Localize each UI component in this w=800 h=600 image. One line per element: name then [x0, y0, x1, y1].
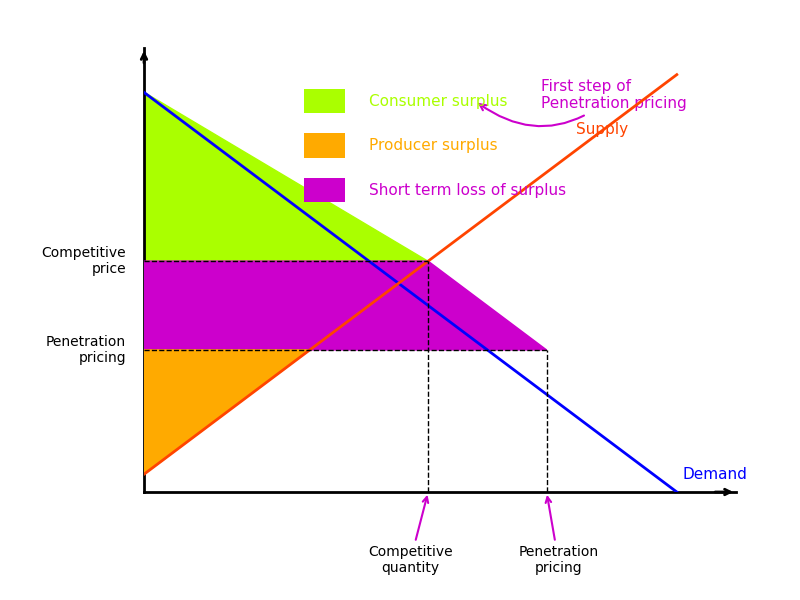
Text: Producer surplus: Producer surplus [369, 138, 498, 153]
Text: Demand: Demand [682, 467, 747, 482]
Text: Consumer surplus: Consumer surplus [369, 94, 507, 109]
Bar [304, 133, 346, 158]
Text: Penetration
pricing: Penetration pricing [46, 335, 126, 365]
Bar [304, 178, 346, 202]
Bar [304, 89, 346, 113]
Polygon shape [144, 261, 546, 350]
Text: Short term loss of surplus: Short term loss of surplus [369, 182, 566, 197]
Text: Penetration
pricing: Penetration pricing [518, 497, 598, 575]
Text: Competitive
quantity: Competitive quantity [368, 497, 453, 575]
Text: Competitive
price: Competitive price [42, 246, 126, 276]
Polygon shape [144, 92, 428, 261]
Polygon shape [144, 350, 310, 474]
Text: First step of
Penetration pricing: First step of Penetration pricing [480, 79, 686, 126]
Text: Supply: Supply [576, 122, 628, 137]
